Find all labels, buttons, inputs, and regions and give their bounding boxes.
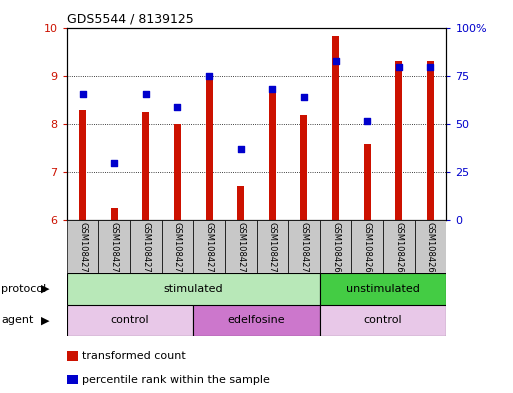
Text: protocol: protocol: [1, 284, 46, 294]
Bar: [225, 220, 256, 273]
Bar: [162, 220, 193, 273]
Text: GSM1084262: GSM1084262: [394, 222, 403, 278]
Bar: [174, 124, 181, 220]
Bar: [67, 305, 193, 336]
Point: [331, 58, 340, 64]
Bar: [396, 61, 402, 220]
Text: agent: agent: [1, 315, 33, 325]
Bar: [364, 144, 371, 220]
Text: GSM1084276: GSM1084276: [205, 222, 213, 278]
Point: [426, 64, 435, 70]
Bar: [320, 305, 446, 336]
Bar: [332, 36, 339, 220]
Bar: [79, 110, 86, 220]
Bar: [111, 208, 117, 220]
Text: GSM1084261: GSM1084261: [363, 222, 372, 278]
Point: [205, 72, 213, 79]
Bar: [130, 220, 162, 273]
Bar: [351, 220, 383, 273]
Text: percentile rank within the sample: percentile rank within the sample: [82, 375, 270, 384]
Bar: [320, 273, 446, 305]
Bar: [269, 92, 276, 220]
Text: control: control: [111, 315, 149, 325]
Bar: [206, 75, 212, 220]
Text: GSM1084263: GSM1084263: [426, 222, 435, 278]
Bar: [193, 220, 225, 273]
Point: [110, 160, 118, 166]
Bar: [237, 186, 244, 220]
Point: [363, 118, 371, 125]
Text: GSM1084273: GSM1084273: [110, 222, 119, 278]
Bar: [142, 112, 149, 220]
Bar: [415, 220, 446, 273]
Bar: [256, 220, 288, 273]
Text: GSM1084272: GSM1084272: [78, 222, 87, 278]
Text: GDS5544 / 8139125: GDS5544 / 8139125: [67, 13, 193, 26]
Bar: [193, 305, 320, 336]
Bar: [320, 220, 351, 273]
Text: edelfosine: edelfosine: [228, 315, 285, 325]
Bar: [301, 115, 307, 220]
Text: GSM1084278: GSM1084278: [268, 222, 277, 278]
Bar: [288, 220, 320, 273]
Point: [78, 91, 87, 97]
Text: GSM1084277: GSM1084277: [236, 222, 245, 278]
Bar: [427, 61, 434, 220]
Bar: [98, 220, 130, 273]
Point: [394, 64, 403, 70]
Point: [236, 146, 245, 152]
Text: ▶: ▶: [41, 284, 49, 294]
Text: GSM1084274: GSM1084274: [141, 222, 150, 278]
Point: [268, 86, 277, 92]
Point: [142, 91, 150, 97]
Text: GSM1084279: GSM1084279: [300, 222, 308, 278]
Text: ▶: ▶: [41, 315, 49, 325]
Text: transformed count: transformed count: [82, 351, 186, 361]
Point: [300, 94, 308, 101]
Point: [173, 104, 182, 110]
Bar: [383, 220, 415, 273]
Text: stimulated: stimulated: [164, 284, 223, 294]
Text: GSM1084275: GSM1084275: [173, 222, 182, 278]
Text: control: control: [364, 315, 402, 325]
Bar: [67, 273, 320, 305]
Bar: [67, 220, 98, 273]
Text: unstimulated: unstimulated: [346, 284, 420, 294]
Text: GSM1084260: GSM1084260: [331, 222, 340, 278]
